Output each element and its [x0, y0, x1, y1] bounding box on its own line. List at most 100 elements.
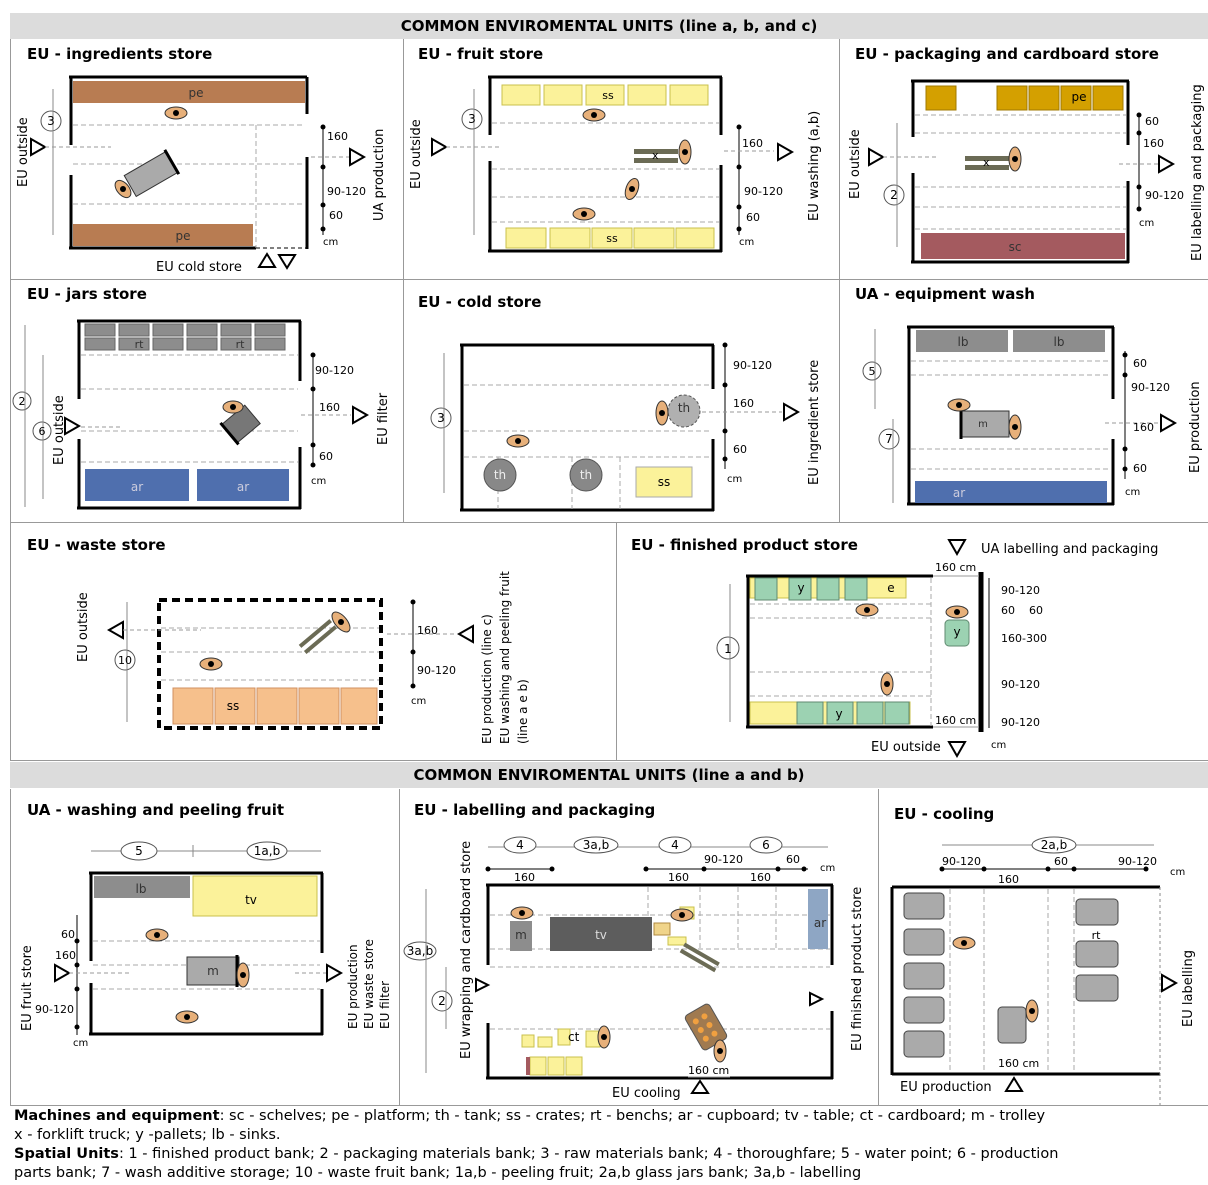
panel-equipment-wash: UA - equipment wash lb lb m ar 5 7 60 90…: [839, 279, 1208, 523]
dim-cm: cm: [1125, 487, 1140, 498]
dim-160-cm: 160 cm: [935, 561, 976, 574]
rt-label: rt: [236, 338, 246, 351]
panel-title: UA - equipment wash: [855, 285, 1035, 303]
ar-label: ar: [814, 916, 826, 930]
panel-title: EU - cold store: [418, 293, 542, 311]
m-label: m: [515, 928, 527, 942]
spatial-unit-2: 2: [890, 188, 898, 202]
label-eu-ingredient-store: EU ingredient store: [807, 360, 822, 485]
dim-90-120: 90-120: [35, 1003, 74, 1016]
x-label: x: [983, 156, 990, 169]
dim-60: 60: [746, 211, 760, 224]
band-mid: COMMON ENVIROMENTAL UNITS (line a and b): [10, 762, 1208, 788]
spatial-unit-5: 5: [869, 365, 876, 378]
label-eu-outside: EU outside: [16, 117, 31, 187]
labelling-diagram: 4 3a,b 4 6 3a,b 2 160 90-120 160 160 60 …: [403, 836, 865, 1101]
fruit-diagram: ss ss x 3 160 90-120 60 cm EU outside EU…: [409, 75, 822, 253]
panel-title: EU - ingredients store: [27, 45, 213, 63]
platform-shape: [73, 224, 253, 246]
label-eu-fruit-store: EU fruit store: [20, 945, 35, 1031]
platform-shape: [73, 81, 305, 103]
dim-60: 60: [1054, 855, 1068, 868]
label-eu-production: EU production: [900, 1080, 992, 1095]
label-eu-filter: EU filter: [376, 392, 391, 445]
dim-90-120: 90-120: [942, 855, 981, 868]
dim-cm: cm: [727, 474, 742, 485]
legend-machines-text: : sc - schelves; pe - platform; th - tan…: [219, 1108, 1046, 1124]
dim-90-120: 90-120: [704, 853, 743, 866]
dim-60: 60: [1133, 357, 1147, 370]
tv-label: tv: [595, 928, 607, 942]
dim-160-cm: 160 cm: [998, 1057, 1039, 1070]
label-ua-labelling: UA labelling and packaging: [981, 542, 1158, 557]
dim-90-120: 90-120: [733, 359, 772, 372]
pe-label: pe: [189, 86, 204, 100]
label-eu-production: EU production: [346, 944, 360, 1029]
label-eu-labelling: EU labelling and packaging: [1190, 84, 1205, 261]
panel-labelling-packaging: EU - labelling and packaging: [398, 789, 879, 1106]
label-eu-waste-store: EU waste store: [362, 939, 376, 1029]
waste-diagram: ss 10 160 90-120 cm EU outside EU produc…: [76, 571, 530, 744]
label-eu-production: EU production: [1188, 381, 1203, 473]
label-eu-production-line-c: EU production (line c): [480, 614, 494, 744]
spatial-unit-3: 3: [437, 411, 445, 425]
panel-cooling: EU - cooling 2a,b 90-120 60 90-120 160: [878, 789, 1208, 1106]
ss-label: ss: [658, 475, 671, 489]
dim-160: 160: [1133, 421, 1154, 434]
panel-cold-store: EU - cold store th th th ss 3 90-120 160…: [402, 279, 840, 523]
dim-160: 160: [998, 873, 1019, 886]
y-label: y: [797, 581, 804, 595]
m-label: m: [978, 419, 988, 430]
legend-machines-text2: x - forklift truck; y -pallets; lb - sin…: [14, 1127, 281, 1143]
label-eu-wrapping-store: EU wrapping and cardboard store: [459, 841, 474, 1059]
panel-fruit-store: EU - fruit store ss ss x 3 160 90-120 60: [402, 39, 840, 280]
spatial-unit-6: 6: [39, 425, 46, 438]
lb-label: lb: [1054, 335, 1065, 349]
label-eu-outside: EU outside: [848, 129, 863, 199]
dim-60: 60: [1133, 462, 1147, 475]
dim-160: 160: [327, 130, 348, 143]
dim-cm: cm: [311, 476, 326, 487]
spatial-unit-2: 2: [19, 395, 26, 408]
label-eu-finished-store: EU finished product store: [850, 887, 865, 1051]
cooling-diagram: 2a,b 90-120 60 90-120 160 cm rt 160 cm E…: [890, 836, 1196, 1105]
panel-title: EU - packaging and cardboard store: [855, 45, 1159, 63]
tv-label: tv: [245, 893, 257, 907]
dim-cm: cm: [1139, 218, 1154, 229]
ingredients-diagram: pe pe 3 160 90-120 60 cm EU outside UA p…: [16, 75, 387, 275]
dim-cm: cm: [73, 1038, 88, 1049]
ss-label: ss: [602, 89, 614, 102]
finished-diagram: y y y e 1 160 cm 160 cm 90-120 60 60 160…: [716, 539, 1158, 759]
y-label: y: [835, 707, 842, 721]
spatial-unit-4: 4: [516, 838, 524, 852]
spatial-unit-2ab: 2a,b: [1041, 838, 1067, 852]
dim-160: 160: [668, 871, 689, 884]
spatial-unit-7: 7: [885, 432, 893, 446]
spatial-unit-3ab: 3a,b: [407, 944, 433, 958]
spatial-unit-6: 6: [762, 838, 770, 852]
shelves-shape: [921, 233, 1125, 259]
dim-160: 160: [1143, 137, 1164, 150]
cold-diagram: th th th ss 3 90-120 160 60 cm EU ingred…: [430, 342, 822, 512]
rt-label: rt: [1092, 929, 1102, 942]
spatial-unit-3ab: 3a,b: [583, 838, 609, 852]
legend-spatial-text2: parts bank; 7 - wash additive storage; 1…: [14, 1165, 862, 1181]
dim-cm: cm: [739, 237, 754, 248]
spatial-unit-3: 3: [47, 114, 55, 128]
dim-90-120: 90-120: [1131, 381, 1170, 394]
dim-60: 60: [61, 928, 75, 941]
dim-60: 60: [786, 853, 800, 866]
ar-label: ar: [237, 480, 249, 494]
panel-finished-product-store: EU - finished product store y y y e 1 16…: [615, 522, 1208, 761]
dim-90-120: 90-120: [327, 185, 366, 198]
lb-label: lb: [136, 882, 147, 896]
pe-label: pe: [176, 229, 191, 243]
panel-waste-store: EU - waste store ss 10 160 90-120 cm EU …: [10, 522, 617, 761]
label-eu-filter: EU filter: [378, 981, 392, 1029]
spatial-unit-10: 10: [118, 654, 132, 667]
dim-90-120: 90-120: [315, 364, 354, 377]
dim-60: 60: [329, 209, 343, 222]
dim-cm: cm: [820, 863, 835, 874]
lb-label: lb: [958, 335, 969, 349]
dim-160: 160: [417, 624, 438, 637]
